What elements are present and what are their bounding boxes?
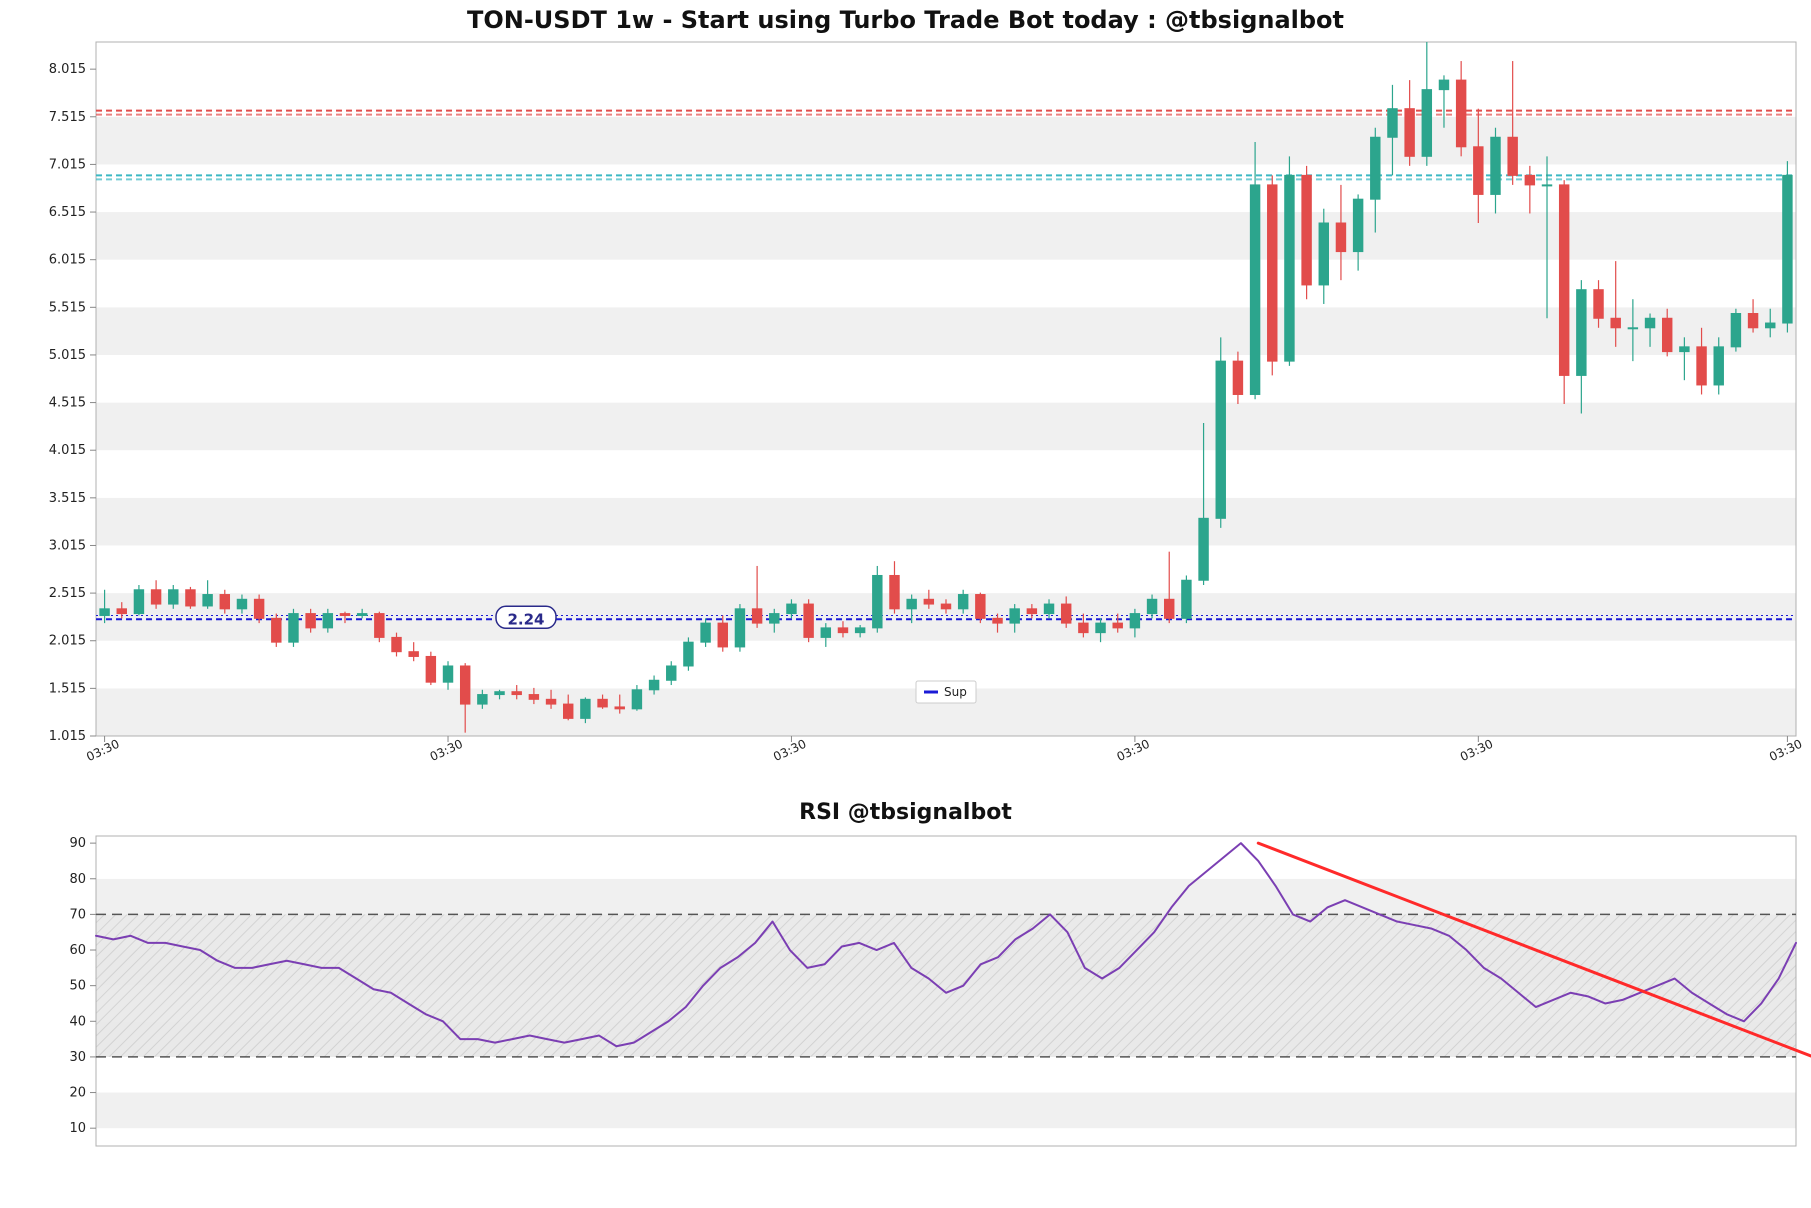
rsi-ytick-label: 30 [69, 1050, 86, 1065]
rsi-ytick-label: 80 [69, 872, 86, 887]
rsi-ytick-label: 70 [69, 907, 86, 922]
rsi-ytick-label: 50 [69, 979, 86, 994]
rsi-ytick-label: 20 [69, 1086, 86, 1101]
rsi-ytick-label: 90 [69, 836, 86, 851]
rsi-ytick-label: 10 [69, 1121, 86, 1136]
rsi-ytick-label: 60 [69, 943, 86, 958]
rsi-chart: 10 20 30 40 50 60 70 80 90 [0, 0, 1811, 1180]
rsi-ytick-label: 40 [69, 1014, 86, 1029]
page: TON-USDT 1w - Start using Turbo Trade Bo… [0, 0, 1811, 1208]
